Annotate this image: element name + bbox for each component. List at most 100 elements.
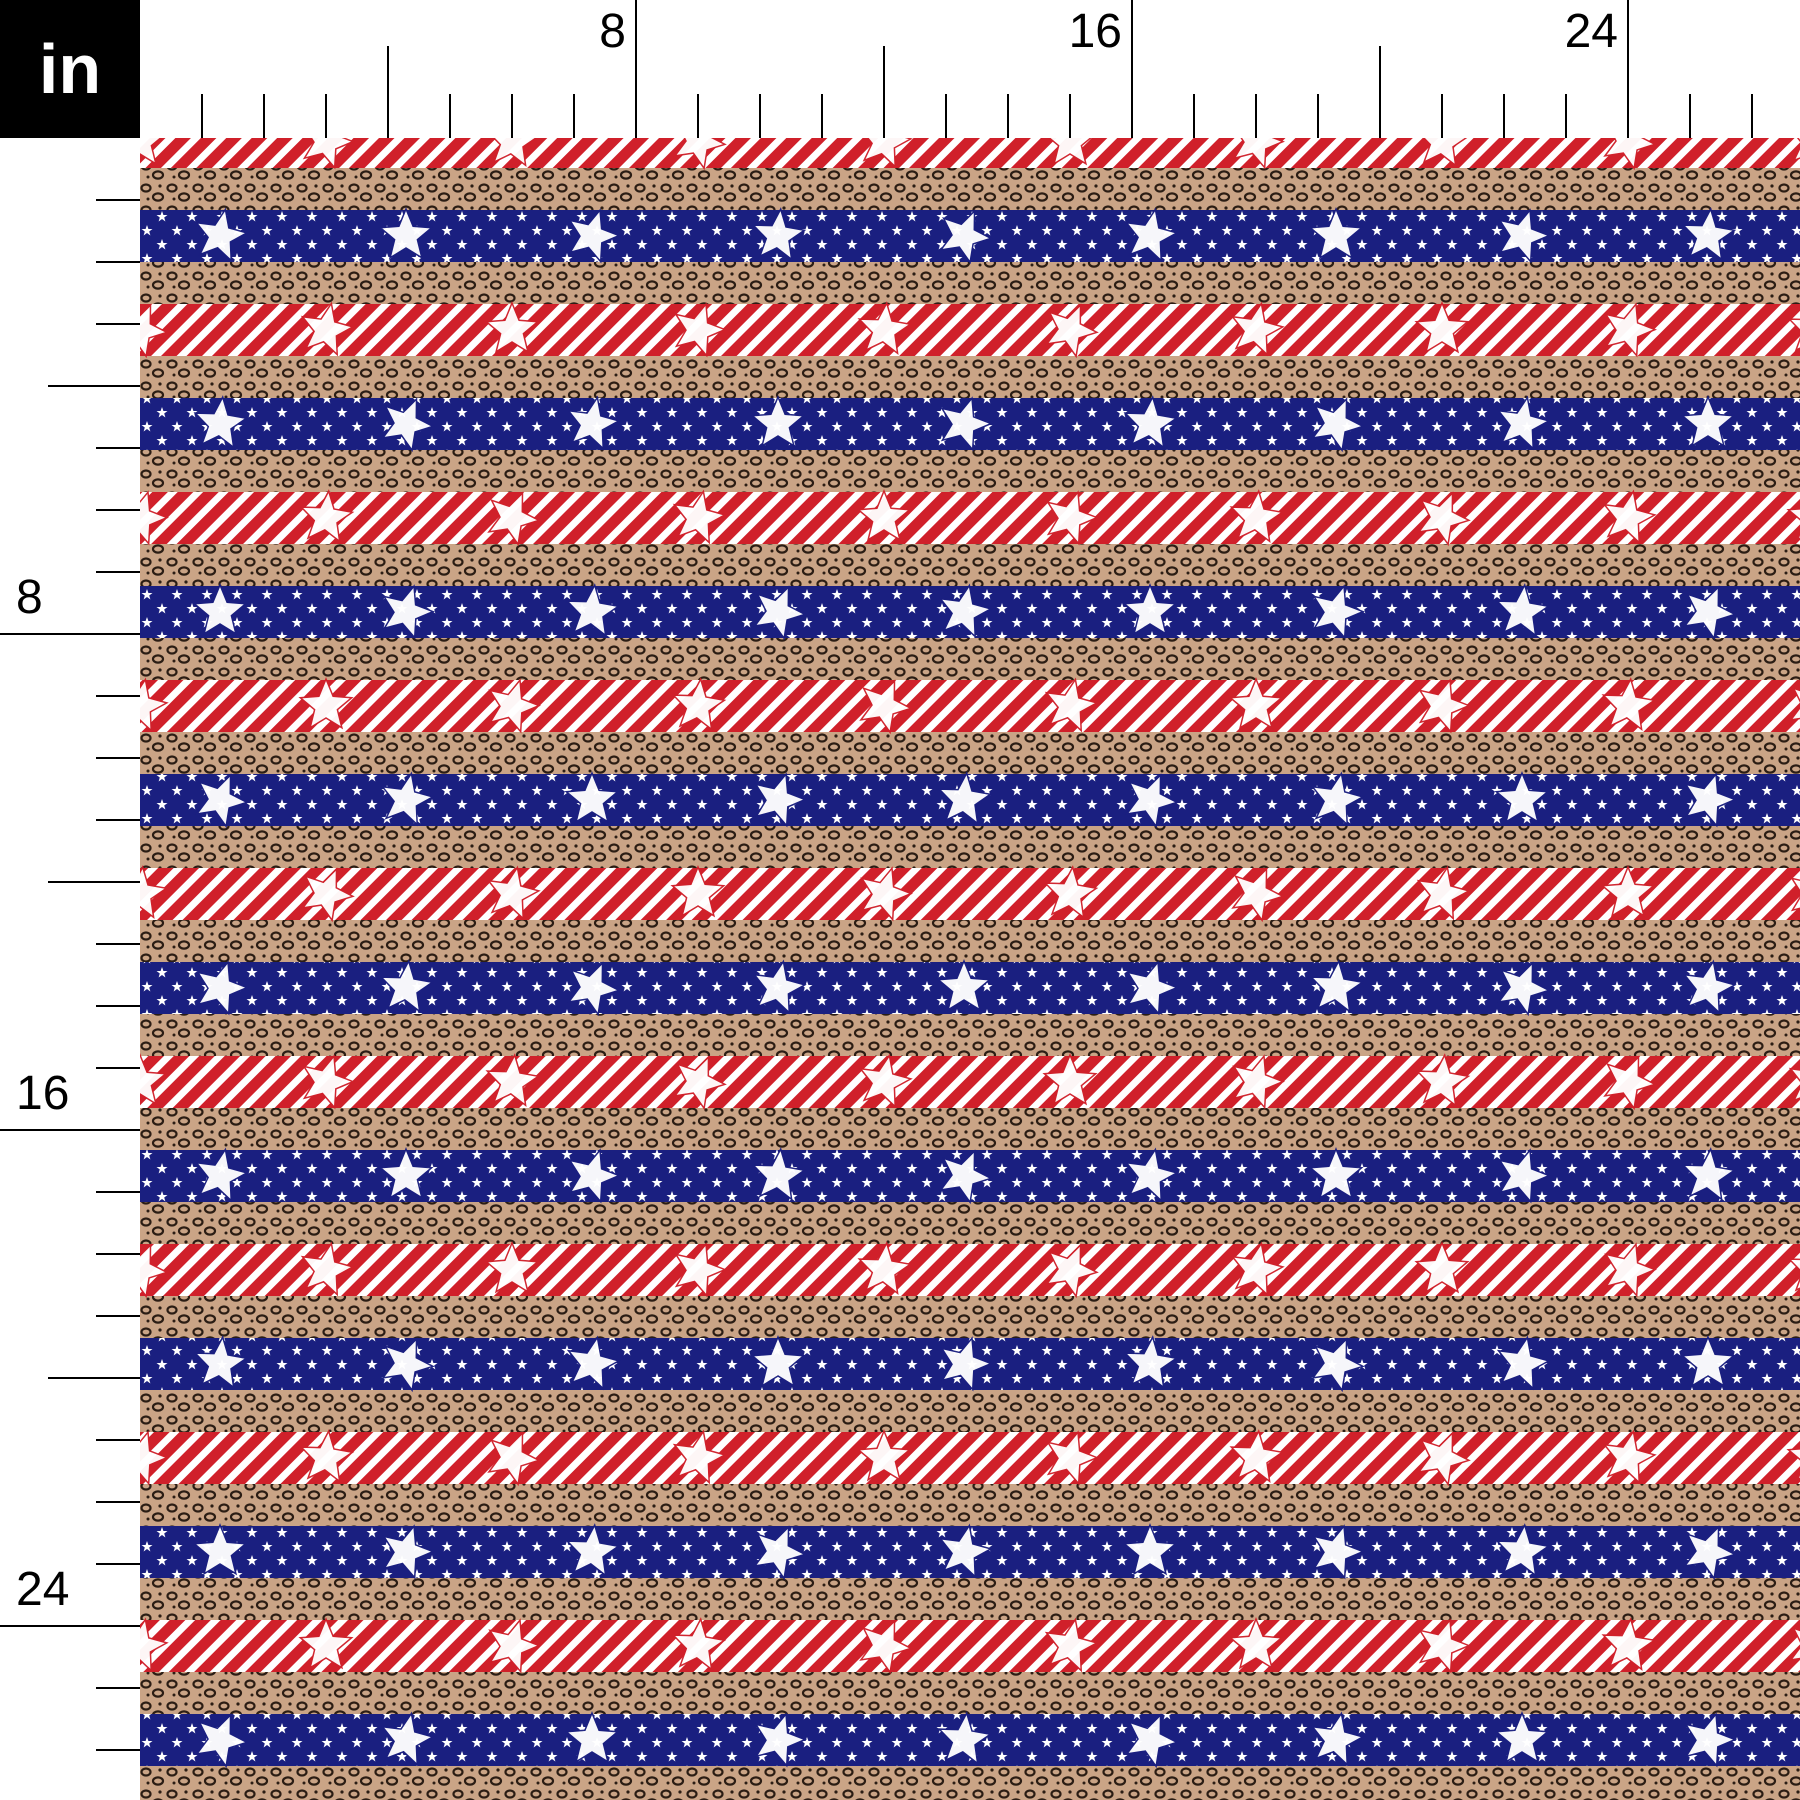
star-icon — [1124, 1147, 1179, 1203]
leopard-band — [140, 1578, 1800, 1620]
ruler-tick — [1317, 94, 1319, 138]
star-icon — [1603, 1055, 1657, 1111]
star-icon — [300, 1241, 355, 1297]
red-diagonal-stripes-with-stars-band — [140, 680, 1800, 732]
ruler-tick — [1441, 94, 1443, 138]
star-icon — [1045, 1243, 1099, 1299]
leopard-band — [140, 1672, 1800, 1714]
star-icon — [1684, 1712, 1737, 1768]
star-icon — [195, 1713, 249, 1769]
star-icon — [1681, 1147, 1737, 1202]
star-icon — [1680, 395, 1736, 448]
star-icon — [487, 1431, 541, 1487]
star-icon — [1602, 1429, 1657, 1485]
star-icon — [1792, 138, 1800, 162]
star-icon — [1683, 1525, 1737, 1581]
star-icon — [1494, 771, 1550, 824]
star-icon — [751, 1147, 807, 1202]
ruler-tick — [96, 571, 140, 573]
star-icon — [194, 207, 249, 263]
ruler-tick — [48, 385, 140, 387]
star-icon — [1494, 1711, 1550, 1764]
red-diagonal-stripes-with-stars-band — [140, 1056, 1800, 1108]
star-icon — [1122, 583, 1178, 636]
fabric-pattern — [140, 138, 1800, 1800]
star-icon — [484, 1241, 540, 1294]
leopard-band — [140, 168, 1800, 210]
left-ruler-label: 8 — [16, 571, 43, 624]
star-icon — [754, 772, 807, 828]
star-icon — [565, 1523, 621, 1578]
red-diagonal-stripes-with-stars-band — [140, 1244, 1800, 1296]
star-icon — [1046, 1430, 1099, 1486]
star-icon — [298, 1617, 354, 1670]
star-icon — [484, 301, 540, 354]
star-icon — [1786, 508, 1800, 542]
ruler-tick — [48, 881, 140, 883]
star-icon — [566, 395, 621, 451]
star-icon — [1602, 489, 1657, 545]
star-icon — [302, 138, 355, 170]
star-icon — [1042, 1053, 1098, 1106]
star-icon — [1311, 397, 1365, 453]
star-icon — [195, 773, 249, 829]
ruler-tick — [1193, 94, 1195, 138]
star-icon — [1044, 1617, 1099, 1673]
ruler-tick — [883, 46, 885, 138]
star-icon — [140, 1430, 169, 1486]
ruler-tick — [449, 94, 451, 138]
star-icon — [192, 1523, 248, 1576]
leopard-band — [140, 920, 1800, 962]
star-icon — [380, 1711, 435, 1767]
star-icon — [299, 489, 355, 544]
star-icon — [940, 1336, 993, 1392]
big-stars — [140, 138, 1800, 1769]
top-ruler-label: 24 — [1564, 5, 1618, 58]
star-icon — [380, 771, 435, 827]
star-icon — [1418, 1618, 1471, 1674]
ruler-tick — [1379, 46, 1381, 138]
ruler-tick — [387, 46, 389, 138]
star-icon — [1125, 1713, 1179, 1769]
ruler-tick — [1007, 94, 1009, 138]
star-icon — [674, 1242, 727, 1298]
ruler-tick — [96, 1563, 140, 1565]
star-icon — [1682, 959, 1737, 1015]
leopard-band — [140, 1296, 1800, 1338]
ruler-tick — [96, 1067, 140, 1069]
ruler-tick — [1255, 94, 1257, 138]
star-icon — [1422, 138, 1468, 168]
star-icon — [1684, 772, 1737, 828]
star-icon — [754, 1712, 807, 1768]
ruler-tick — [0, 1625, 140, 1627]
star-icon — [1418, 678, 1471, 734]
star-icon — [753, 1525, 807, 1581]
star-icon — [750, 395, 806, 448]
ruler-tick — [48, 1377, 140, 1379]
star-icon — [140, 138, 162, 166]
star-icon — [566, 1335, 621, 1391]
star-icon — [1312, 1524, 1365, 1580]
leopard-band — [140, 544, 1800, 586]
star-icon — [565, 583, 621, 638]
star-icon — [1498, 208, 1551, 264]
star-icon — [194, 1147, 249, 1203]
star-icon — [568, 208, 621, 264]
ruler-tick — [697, 94, 699, 138]
leopard-band — [140, 826, 1800, 868]
ruler-tick — [759, 94, 761, 138]
leopard-band — [140, 732, 1800, 774]
star-icon — [1229, 1429, 1285, 1484]
star-icon — [671, 1617, 727, 1672]
star-icon — [1601, 677, 1657, 732]
star-icon — [939, 209, 993, 265]
ruler-tick — [635, 0, 637, 138]
star-icon — [670, 865, 726, 918]
star-icon — [1414, 301, 1470, 354]
star-icon — [1122, 1523, 1178, 1576]
ruler-tick — [0, 1129, 140, 1131]
star-icon — [301, 867, 355, 923]
star-icon — [568, 1148, 621, 1204]
star-icon — [1416, 865, 1471, 921]
star-icon — [1604, 1242, 1657, 1298]
